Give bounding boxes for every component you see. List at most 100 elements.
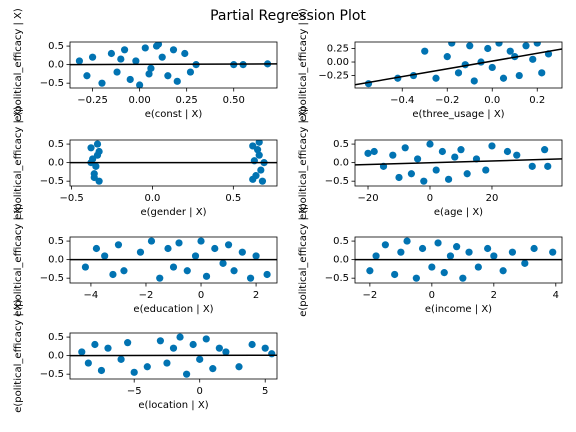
point bbox=[366, 267, 374, 275]
point bbox=[515, 71, 523, 80]
point bbox=[147, 237, 156, 245]
point bbox=[268, 350, 276, 358]
point bbox=[222, 348, 230, 356]
y-axis-label: e(political_efficacy | X) bbox=[13, 8, 24, 122]
y-tick-label: 0.0 bbox=[333, 255, 349, 266]
point bbox=[95, 147, 103, 156]
point bbox=[183, 370, 191, 378]
point bbox=[484, 44, 492, 53]
x-tick-label: 0.0 bbox=[484, 95, 500, 106]
point bbox=[90, 173, 98, 182]
x-tick-label: 2 bbox=[253, 290, 259, 301]
point bbox=[136, 81, 144, 88]
point bbox=[145, 70, 153, 78]
x-tick-label: −4 bbox=[84, 290, 99, 301]
point bbox=[91, 340, 99, 349]
x-axis-label: e(gender | X) bbox=[141, 207, 207, 218]
x-axis-label: e(age | X) bbox=[434, 207, 483, 218]
x-tick-label: 0 bbox=[197, 386, 203, 397]
x-tick-label: 0.2 bbox=[529, 95, 545, 106]
plot-area bbox=[355, 140, 562, 185]
axes-frame bbox=[354, 41, 563, 89]
point bbox=[224, 241, 233, 249]
point bbox=[482, 166, 490, 174]
point bbox=[230, 267, 238, 275]
point bbox=[490, 252, 498, 260]
point bbox=[451, 153, 459, 161]
point bbox=[126, 75, 134, 84]
point bbox=[246, 274, 255, 282]
y-tick-label: −0.5 bbox=[325, 176, 349, 187]
x-tick-label: −2 bbox=[139, 290, 154, 301]
x-tick-label: 4 bbox=[553, 290, 559, 301]
point bbox=[156, 274, 164, 282]
y-tick-label: −0.5 bbox=[325, 273, 349, 284]
y-axis-label: e(political_efficacy | X) bbox=[298, 8, 309, 122]
point bbox=[183, 267, 191, 275]
y-tick-label: 0.0 bbox=[333, 158, 349, 169]
point bbox=[87, 144, 95, 152]
point bbox=[83, 72, 91, 80]
point bbox=[453, 243, 461, 251]
plot-area bbox=[70, 333, 277, 378]
y-tick-label: 0.0 bbox=[48, 60, 64, 71]
x-tick-label: 5 bbox=[262, 386, 268, 397]
point bbox=[104, 344, 112, 352]
y-axis-label: e(political_efficacy | X) bbox=[298, 106, 309, 220]
point bbox=[124, 339, 132, 347]
point bbox=[541, 146, 549, 154]
point bbox=[248, 340, 256, 349]
point bbox=[163, 359, 171, 367]
plot-area bbox=[70, 42, 277, 88]
x-tick-label: 0.0 bbox=[145, 193, 161, 204]
point bbox=[88, 53, 97, 61]
y-axis-label: e(political_efficacy | X) bbox=[13, 299, 24, 413]
point bbox=[191, 252, 200, 260]
point bbox=[401, 144, 409, 152]
point bbox=[136, 248, 145, 256]
point bbox=[120, 267, 128, 275]
y-tick-label: 0.5 bbox=[48, 139, 64, 150]
point bbox=[434, 239, 442, 247]
point bbox=[117, 355, 125, 363]
point bbox=[81, 263, 90, 271]
point bbox=[499, 267, 507, 275]
point bbox=[503, 147, 512, 156]
point bbox=[372, 252, 380, 260]
x-axis-label: e(education | X) bbox=[133, 304, 213, 315]
point bbox=[538, 69, 546, 77]
point bbox=[444, 175, 453, 183]
point bbox=[158, 53, 166, 61]
x-tick-label: −5 bbox=[127, 386, 142, 397]
x-axis-label: e(const | X) bbox=[145, 109, 203, 120]
point bbox=[175, 239, 183, 247]
point bbox=[495, 42, 503, 47]
point bbox=[508, 248, 517, 256]
plot-area bbox=[70, 237, 277, 282]
fit-line bbox=[70, 63, 277, 66]
point bbox=[421, 47, 429, 55]
point bbox=[395, 173, 403, 182]
x-tick-label: 20 bbox=[486, 193, 499, 204]
point bbox=[209, 365, 217, 373]
point bbox=[488, 63, 496, 72]
point bbox=[107, 49, 115, 58]
point bbox=[499, 74, 508, 82]
point bbox=[113, 68, 121, 76]
point bbox=[466, 42, 474, 50]
x-tick-label: 0 bbox=[198, 290, 204, 301]
point bbox=[263, 270, 271, 279]
point bbox=[202, 335, 210, 343]
point bbox=[97, 366, 106, 375]
fit-line bbox=[355, 48, 562, 86]
y-tick-label: 0.5 bbox=[333, 236, 349, 247]
point bbox=[389, 151, 397, 159]
point bbox=[261, 344, 269, 352]
point bbox=[457, 146, 465, 154]
point bbox=[403, 237, 411, 245]
plot-area bbox=[355, 237, 562, 282]
point bbox=[249, 175, 257, 183]
point bbox=[169, 263, 178, 271]
point bbox=[238, 248, 246, 256]
point bbox=[544, 162, 552, 170]
